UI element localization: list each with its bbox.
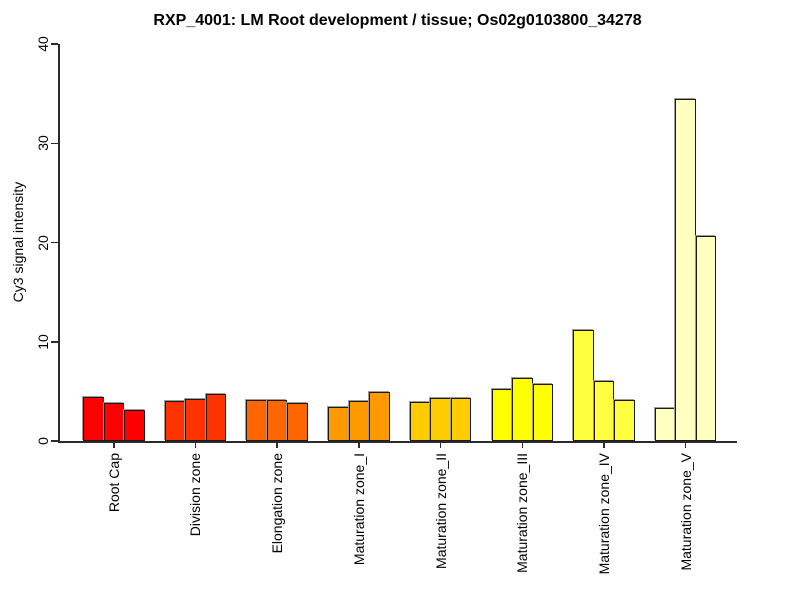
bar bbox=[124, 410, 145, 441]
x-category-label: Maturation zone_V bbox=[677, 453, 694, 571]
y-axis-tick bbox=[51, 43, 58, 45]
bar bbox=[246, 400, 267, 441]
bar bbox=[430, 398, 451, 441]
x-axis-tick bbox=[113, 441, 115, 448]
x-category-label: Maturation zone_IV bbox=[595, 453, 612, 575]
bar bbox=[103, 403, 124, 441]
bar bbox=[450, 398, 472, 441]
x-axis-tick bbox=[603, 441, 605, 448]
y-axis-tick bbox=[51, 142, 58, 144]
x-axis-tick bbox=[521, 441, 523, 448]
x-category-label: Root Cap bbox=[105, 453, 122, 513]
bar bbox=[266, 400, 288, 441]
bar bbox=[593, 381, 615, 441]
bar bbox=[614, 400, 635, 441]
bar bbox=[695, 235, 717, 441]
chart-title: RXP_4001: LM Root development / tissue; … bbox=[153, 12, 642, 29]
bar bbox=[83, 397, 104, 441]
y-tick-label: 40 bbox=[35, 36, 51, 52]
bar bbox=[348, 401, 370, 441]
x-axis-tick bbox=[358, 441, 360, 448]
bar bbox=[164, 401, 186, 441]
bar bbox=[654, 408, 676, 441]
x-axis-tick bbox=[684, 441, 687, 448]
y-axis-tick bbox=[51, 440, 58, 442]
bar bbox=[369, 392, 390, 441]
x-category-label: Maturation zone_II bbox=[432, 453, 449, 569]
bar bbox=[532, 384, 553, 441]
bar bbox=[328, 407, 349, 441]
y-tick-label: 20 bbox=[35, 234, 51, 251]
x-category-label: Maturation zone_I bbox=[350, 453, 367, 566]
y-axis-tick bbox=[51, 241, 58, 244]
bar bbox=[409, 402, 431, 441]
y-tick-label: 0 bbox=[35, 437, 51, 445]
y-axis-line bbox=[58, 44, 60, 443]
bar bbox=[491, 389, 512, 441]
x-category-label: Division zone bbox=[187, 453, 204, 537]
y-axis-tick bbox=[51, 341, 58, 343]
y-axis-label: Cy3 signal intensity bbox=[10, 181, 26, 303]
x-category-label: Maturation zone_III bbox=[514, 453, 531, 573]
x-axis-tick bbox=[276, 441, 278, 448]
x-axis-line bbox=[58, 441, 737, 443]
x-axis-tick bbox=[194, 441, 197, 448]
y-tick-label: 10 bbox=[35, 333, 51, 350]
bar bbox=[287, 403, 308, 441]
bar bbox=[675, 98, 696, 441]
x-axis-tick bbox=[439, 441, 442, 448]
bar bbox=[185, 399, 206, 441]
bar bbox=[512, 378, 533, 441]
bar bbox=[573, 329, 594, 441]
bar bbox=[205, 394, 227, 441]
x-category-label: Elongation zone bbox=[269, 453, 286, 554]
y-tick-label: 30 bbox=[35, 135, 51, 152]
